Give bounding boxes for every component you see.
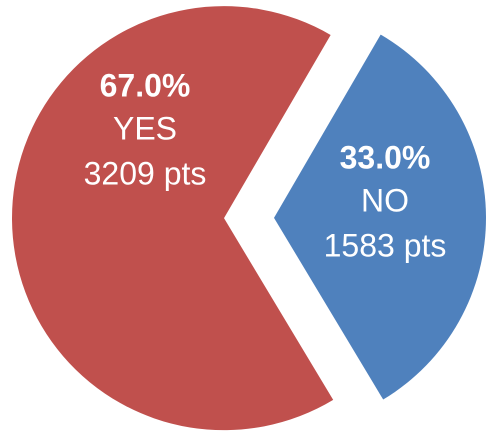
slice-category-label: NO xyxy=(361,182,409,218)
slice-points-label: 1583 pts xyxy=(324,227,447,263)
slice-percent-label: 33.0% xyxy=(340,139,431,175)
pie-slice xyxy=(12,6,334,431)
slice-percent-label: 67.0% xyxy=(100,67,191,103)
pie-slice xyxy=(273,34,486,400)
slice-points-label: 3209 pts xyxy=(84,155,207,191)
slice-category-label: YES xyxy=(113,110,177,146)
